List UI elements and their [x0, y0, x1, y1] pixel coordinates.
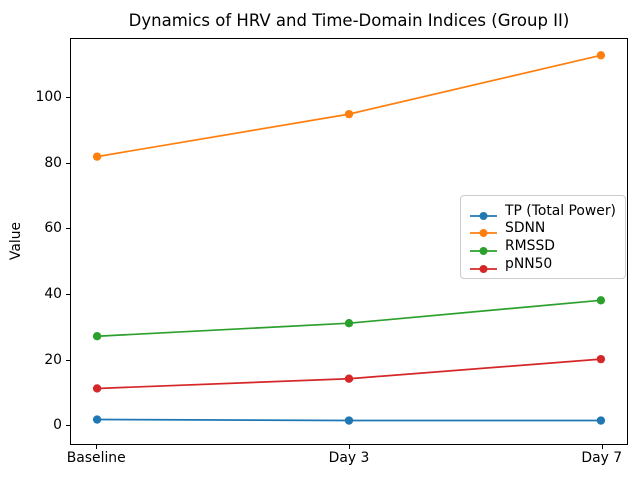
y-tick-label: 40 — [44, 286, 62, 303]
data-point — [92, 384, 102, 393]
legend-item: pNN50 — [469, 255, 616, 273]
data-point — [596, 296, 606, 305]
legend-item: SDNN — [469, 220, 616, 238]
legend-item: RMSSD — [469, 237, 616, 255]
data-point — [596, 51, 606, 60]
data-point — [344, 109, 354, 119]
y-tick-label: 20 — [44, 351, 62, 368]
x-tick-label: Baseline — [66, 450, 126, 466]
series-line — [96, 54, 602, 158]
y-tick-mark — [66, 228, 70, 229]
chart-title: Dynamics of HRV and Time-Domain Indices … — [128, 11, 570, 30]
y-tick-label: 0 — [53, 417, 62, 434]
data-point — [92, 415, 102, 424]
y-tick-label: 100 — [35, 89, 62, 106]
x-tick-label: Day 3 — [328, 450, 370, 466]
y-tick-mark — [66, 163, 70, 164]
y-tick-label: 80 — [44, 154, 62, 171]
y-tick-mark — [66, 97, 70, 98]
data-point — [596, 354, 606, 364]
y-tick-label: 60 — [44, 220, 62, 237]
y-tick-mark — [66, 294, 70, 295]
legend-item: TP (Total Power) — [469, 202, 616, 220]
data-point — [92, 332, 102, 341]
y-tick-mark — [66, 425, 70, 426]
data-point — [344, 319, 354, 328]
legend-label: RMSSD — [505, 237, 555, 254]
x-tick-mark — [602, 445, 603, 449]
data-point — [344, 416, 354, 425]
legend: TP (Total Power) SDNN RMSSD pNN50 — [460, 195, 626, 280]
legend-line-marker-icon — [469, 241, 498, 255]
data-point — [344, 374, 354, 383]
chart-lines — [92, 51, 606, 425]
legend-line-marker-icon — [469, 223, 498, 238]
series-line — [97, 358, 601, 390]
series-line — [97, 299, 601, 338]
legend-label: TP (Total Power) — [505, 202, 616, 219]
y-tick-mark — [66, 360, 70, 361]
x-tick-mark — [349, 445, 350, 449]
legend-line-marker-icon — [469, 206, 498, 220]
data-point — [596, 416, 606, 425]
data-point — [92, 152, 102, 161]
legend-label: pNN50 — [505, 255, 553, 272]
x-tick-mark — [96, 445, 97, 449]
x-tick-label: Day 7 — [581, 450, 623, 466]
legend-line-marker-icon — [469, 259, 498, 273]
legend-label: SDNN — [505, 220, 546, 237]
